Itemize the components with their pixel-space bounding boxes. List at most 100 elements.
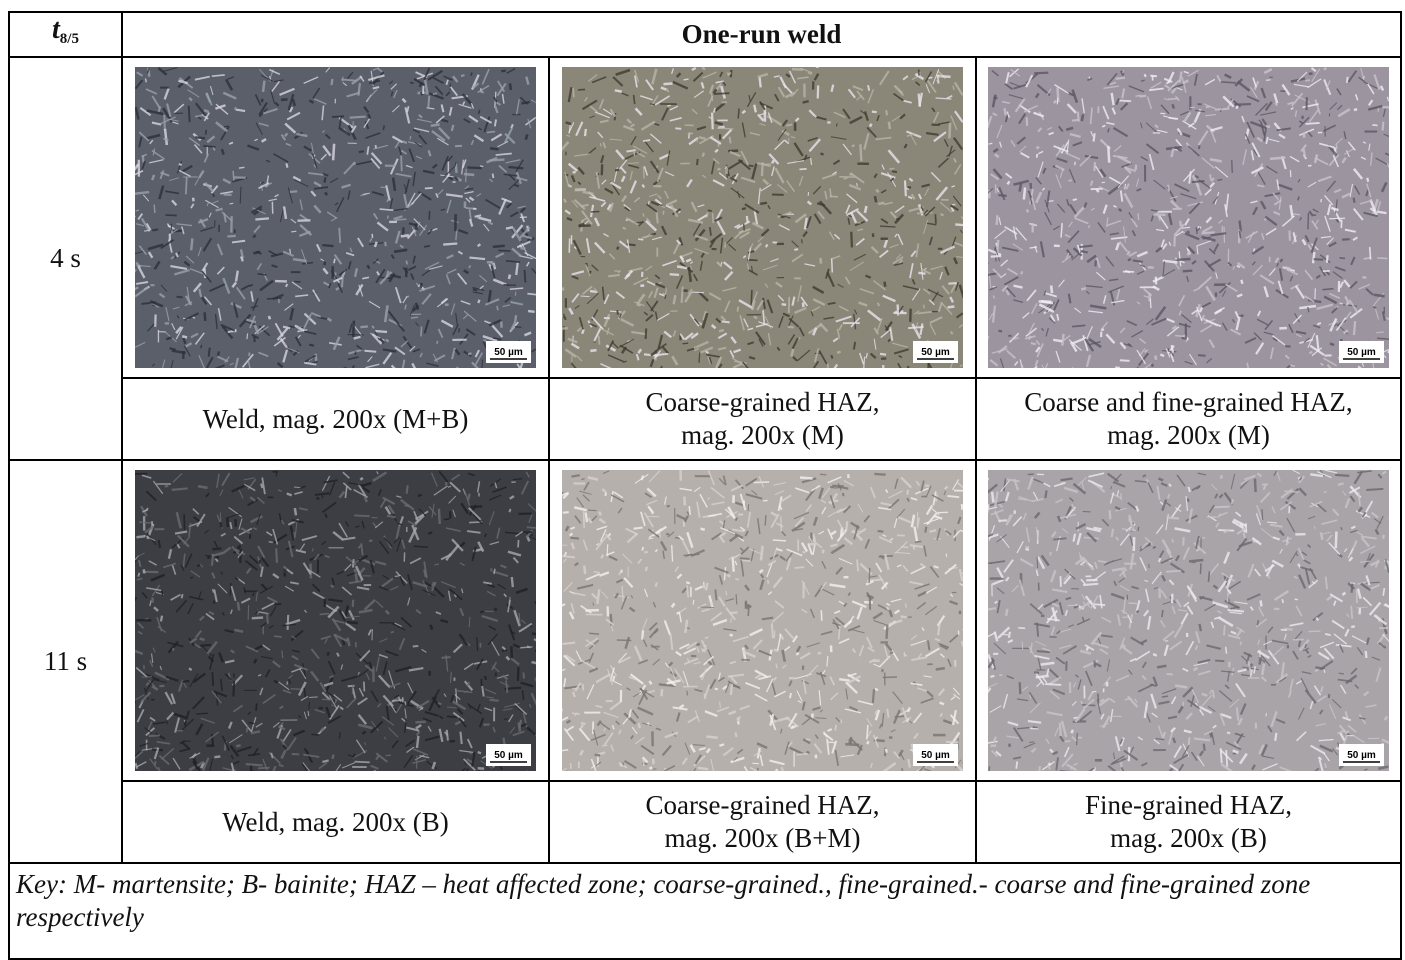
texture: [428, 532, 432, 533]
image-cell: 50 µm: [976, 460, 1401, 781]
texture: [417, 736, 418, 748]
texture: [642, 475, 644, 480]
texture: [832, 259, 833, 273]
texture: [907, 490, 908, 495]
image-cell: 50 µm: [549, 460, 976, 781]
texture: [509, 509, 510, 512]
texture: [638, 239, 643, 240]
texture: [151, 699, 154, 700]
texture: [186, 177, 187, 194]
texture: [1037, 651, 1050, 652]
texture: [820, 258, 821, 264]
caption-cell: Weld, mag. 200x (M+B): [122, 378, 549, 460]
texture: [494, 569, 495, 574]
texture: [1034, 73, 1048, 74]
texture: [999, 331, 1003, 332]
texture: [682, 287, 683, 303]
texture: [149, 735, 160, 736]
texture: [253, 252, 260, 254]
texture: [646, 328, 647, 338]
texture: [466, 169, 467, 182]
texture: [841, 719, 842, 723]
texture: [1180, 221, 1181, 226]
texture: [674, 295, 676, 304]
texture: [421, 327, 422, 337]
texture: [214, 557, 220, 558]
subscript: 8/5: [60, 31, 79, 47]
texture: [1370, 247, 1371, 259]
texture: [1299, 641, 1300, 647]
texture: [406, 260, 407, 264]
texture: [154, 205, 155, 213]
texture: [697, 644, 700, 646]
texture: [456, 163, 457, 173]
texture: [725, 242, 726, 247]
image-row: 11 s50 µm50 µm50 µm: [9, 460, 1401, 781]
texture: [1112, 529, 1113, 537]
texture: [431, 124, 440, 125]
texture: [851, 232, 852, 248]
texture: [582, 329, 583, 333]
texture: [736, 594, 737, 604]
texture: [198, 486, 208, 488]
texture: [316, 354, 317, 362]
texture: [452, 125, 454, 131]
texture: [267, 613, 268, 623]
texture: [829, 196, 837, 197]
texture: [1354, 109, 1357, 110]
texture: [887, 625, 888, 639]
texture: [224, 126, 228, 127]
texture: [1304, 133, 1305, 138]
texture: [364, 351, 376, 352]
texture: [605, 492, 606, 496]
texture: [411, 317, 418, 318]
texture: [886, 749, 887, 753]
texture: [887, 709, 888, 718]
texture: [763, 500, 768, 501]
texture: [1119, 209, 1122, 211]
texture: [742, 208, 746, 209]
texture: [145, 79, 146, 83]
texture: [286, 284, 287, 287]
texture: [599, 512, 601, 515]
texture: [405, 305, 406, 310]
texture: [342, 274, 343, 288]
texture: [580, 296, 589, 297]
texture: [487, 131, 495, 132]
texture: [1155, 355, 1156, 359]
texture: [495, 119, 496, 126]
texture: [152, 229, 158, 230]
texture: [1025, 549, 1029, 550]
texture: [493, 246, 505, 247]
texture: [572, 475, 580, 476]
texture: [642, 630, 643, 639]
texture: [815, 718, 826, 719]
texture: [1192, 181, 1205, 182]
texture: [988, 143, 992, 144]
texture: [886, 110, 887, 115]
texture: [255, 218, 269, 219]
texture: [1313, 252, 1314, 263]
texture: [733, 557, 734, 572]
texture: [925, 527, 926, 533]
texture: [818, 653, 822, 654]
texture: [1329, 218, 1345, 219]
texture: [831, 355, 832, 358]
texture: [239, 167, 244, 168]
texture: [703, 153, 704, 157]
texture: [1388, 351, 1389, 353]
texture: [997, 215, 998, 225]
texture: [772, 160, 774, 163]
texture: [684, 79, 689, 80]
texture: [1240, 221, 1241, 232]
texture: [152, 175, 154, 180]
image-cell: 50 µm: [549, 57, 976, 378]
texture: [1330, 343, 1334, 345]
texture: [902, 768, 903, 771]
texture: [247, 333, 248, 339]
texture: [730, 137, 731, 144]
texture: [475, 215, 482, 216]
texture: [562, 643, 575, 645]
texture: [573, 88, 574, 97]
texture: [1239, 231, 1240, 239]
